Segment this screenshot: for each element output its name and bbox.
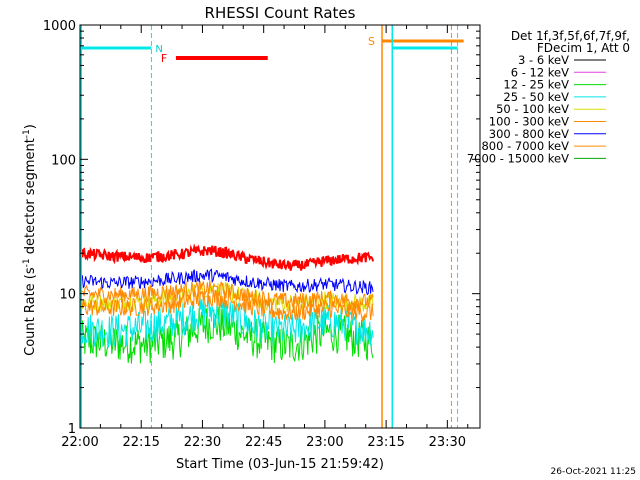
legend-label-4: 50 - 100 keV xyxy=(496,102,569,116)
y-axis-label: Count Rate (s-1 detector segment-1) xyxy=(22,124,38,356)
legend-label-0: 3 - 6 keV xyxy=(518,53,569,67)
x-tick-label-3: 22:45 xyxy=(245,435,282,450)
plot-frame xyxy=(79,24,481,429)
plot-background xyxy=(80,25,480,428)
marker-n-label: N xyxy=(155,44,162,55)
legend-label-8: 7000 - 15000 keV xyxy=(467,151,569,165)
legend-label-1: 6 - 12 keV xyxy=(511,65,569,79)
x-tick-label-0: 22:00 xyxy=(61,435,98,450)
annotation-layer: NF S xyxy=(80,25,464,428)
y-label-main: Count Rate (s xyxy=(23,267,38,356)
legend-label-3: 25 - 50 keV xyxy=(503,90,569,104)
x-tick-label-2: 22:30 xyxy=(184,435,221,450)
series-line-5 xyxy=(79,289,374,322)
y-label-mid: detector segment xyxy=(23,138,38,258)
legend-label-5: 100 - 300 keV xyxy=(489,115,569,129)
x-tick-label-6: 23:30 xyxy=(429,435,466,450)
legend-header-1: Det 1f,3f,5f,6f,7f,9f, xyxy=(511,29,630,43)
x-axis-label: Start Time (03-Jun-15 21:59:42) xyxy=(176,457,384,472)
marker-s-label: S xyxy=(368,35,375,48)
y-label-exp2: -1 xyxy=(22,129,32,138)
y-label-end: ) xyxy=(23,124,38,129)
series-line-9 xyxy=(79,243,375,271)
legend-label-7: 800 - 7000 keV xyxy=(481,139,569,153)
x-tick-label-1: 22:15 xyxy=(122,435,159,450)
axes-layer: 22:00 22:15 22:30 22:45 23:00 23:15 23:30 1 10 10… xyxy=(43,19,481,450)
series-line-6 xyxy=(79,268,374,296)
legend-label-2: 12 - 25 keV xyxy=(503,78,569,92)
marker-f-label: F xyxy=(161,52,167,65)
y-tick-label-3: 1000 xyxy=(43,19,76,34)
series-layer xyxy=(79,243,375,364)
x-tick-label-5: 23:15 xyxy=(367,435,404,450)
legend-header-2: FDecim 1, Att 0 xyxy=(537,41,630,55)
y-label-exp1: -1 xyxy=(22,258,32,267)
x-tick-label-4: 23:00 xyxy=(306,435,343,450)
plot-area xyxy=(80,25,480,428)
legend: Det 1f,3f,5f,6f,7f,9f, FDecim 1, Att 0 3… xyxy=(467,29,630,165)
series-line-3 xyxy=(79,296,374,348)
y-tick-label-0: 1 xyxy=(68,422,76,437)
chart-title: RHESSI Count Rates xyxy=(205,4,356,22)
series-line-7 xyxy=(79,280,374,310)
y-tick-label-2: 100 xyxy=(51,153,76,168)
legend-label-6: 300 - 800 keV xyxy=(489,127,569,141)
footer-timestamp: 26-Oct-2021 11:25 xyxy=(551,467,636,477)
y-tick-label-1: 10 xyxy=(59,288,76,303)
